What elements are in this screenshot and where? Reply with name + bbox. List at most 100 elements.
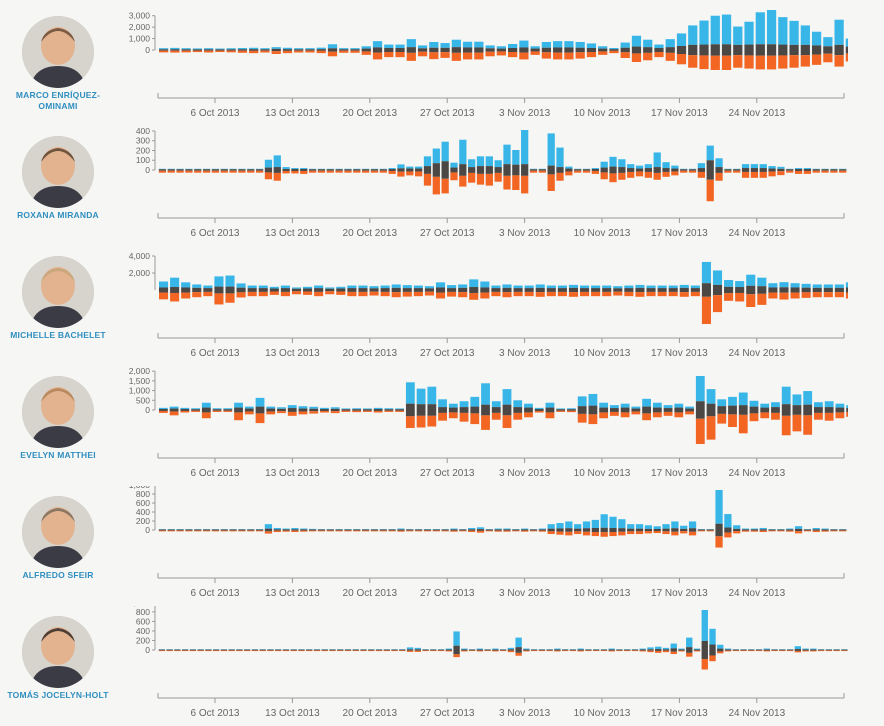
bar-negative — [839, 171, 846, 173]
bar-neutral — [686, 647, 692, 653]
bar-neutral — [642, 407, 651, 414]
bar-neutral — [691, 288, 700, 292]
bar-positive — [846, 39, 848, 47]
bar-positive — [191, 408, 200, 409]
bar-positive — [640, 649, 646, 650]
bar-neutral — [406, 404, 415, 417]
bar-neutral — [677, 46, 686, 54]
bar-neutral — [627, 529, 634, 532]
bar-neutral — [182, 650, 188, 651]
bar-negative — [515, 653, 521, 656]
bar-negative — [205, 650, 211, 651]
bar-positive — [368, 649, 374, 650]
bar-positive — [546, 649, 552, 650]
bar-positive — [480, 282, 489, 288]
bar-neutral — [621, 48, 630, 53]
bar-positive — [654, 152, 661, 167]
bar-positive — [685, 407, 694, 409]
bar-neutral — [436, 287, 445, 292]
bar-neutral — [238, 169, 245, 170]
bar-neutral — [662, 529, 669, 532]
bar-positive — [830, 529, 837, 530]
bar-positive — [282, 167, 289, 169]
bar-negative — [363, 411, 372, 412]
bar-neutral — [245, 409, 254, 412]
bar-positive — [352, 408, 361, 409]
bar-positive — [624, 286, 633, 289]
bar-positive — [213, 408, 222, 409]
bar-positive — [203, 286, 212, 289]
bar-negative — [530, 530, 537, 531]
bar-neutral — [702, 283, 711, 297]
bar-neutral — [636, 529, 643, 532]
bar-neutral — [592, 528, 599, 532]
y-tick-label: 800 — [136, 607, 150, 617]
bar-neutral — [777, 530, 784, 531]
bar-neutral — [433, 530, 440, 531]
bar-negative — [592, 171, 599, 174]
bar-negative — [539, 650, 545, 651]
bar-negative — [760, 531, 767, 532]
bar-negative — [795, 171, 802, 174]
bar-negative — [180, 411, 189, 413]
bar-positive — [835, 404, 844, 408]
bar-negative — [724, 171, 731, 173]
bar-positive — [309, 529, 316, 530]
bar-negative — [480, 293, 489, 299]
bar-positive — [159, 529, 166, 530]
bar-neutral — [735, 287, 744, 293]
bar-negative — [237, 292, 246, 297]
bar-negative — [481, 415, 490, 430]
bar-negative — [374, 411, 383, 413]
x-tick-label: 20 Oct 2013 — [343, 468, 398, 479]
bar-negative — [713, 295, 722, 312]
bar-positive — [645, 525, 652, 529]
bar-positive — [458, 284, 467, 287]
bar-negative — [495, 173, 502, 182]
bar-neutral — [536, 288, 545, 292]
bar-negative — [795, 531, 802, 533]
bar-neutral — [381, 288, 390, 292]
bar-negative — [403, 292, 412, 297]
bar-neutral — [826, 650, 832, 651]
bar-positive — [666, 39, 675, 47]
bar-negative — [474, 53, 483, 60]
bar-positive — [170, 407, 179, 409]
bar-neutral — [786, 529, 793, 530]
candidate-name: MICHELLE BACHELET — [0, 330, 116, 341]
bar-negative — [756, 650, 762, 651]
bar-positive — [503, 529, 510, 530]
bar-positive — [601, 162, 608, 168]
bar-negative — [389, 530, 396, 531]
bar-positive — [256, 529, 263, 530]
bar-positive — [433, 149, 440, 164]
bar-positive — [735, 281, 744, 287]
bar-positive — [519, 41, 528, 48]
bar-neutral — [756, 44, 765, 55]
bar-neutral — [664, 408, 673, 412]
bar-positive — [678, 649, 684, 650]
bar-positive — [768, 529, 775, 530]
bar-positive — [299, 406, 308, 408]
bar-negative — [344, 171, 351, 173]
bar-neutral — [802, 288, 811, 293]
bar-negative — [176, 530, 183, 531]
bar-negative — [654, 173, 661, 180]
bar-negative — [368, 650, 374, 651]
bar-positive — [618, 519, 625, 528]
bar-positive — [793, 394, 802, 405]
bar-negative — [238, 171, 245, 173]
bar-positive — [756, 12, 765, 44]
bar-positive — [787, 649, 793, 650]
bar-positive — [742, 529, 749, 530]
bar-negative — [834, 55, 843, 66]
bar-negative — [664, 412, 673, 416]
bar-neutral — [613, 288, 622, 291]
bar-neutral — [742, 168, 749, 172]
bar-neutral — [760, 168, 767, 172]
bar-neutral — [274, 167, 281, 173]
bar-negative — [746, 294, 755, 307]
bar-positive — [821, 169, 828, 170]
bar-positive — [746, 275, 755, 286]
bar-positive — [221, 649, 227, 650]
